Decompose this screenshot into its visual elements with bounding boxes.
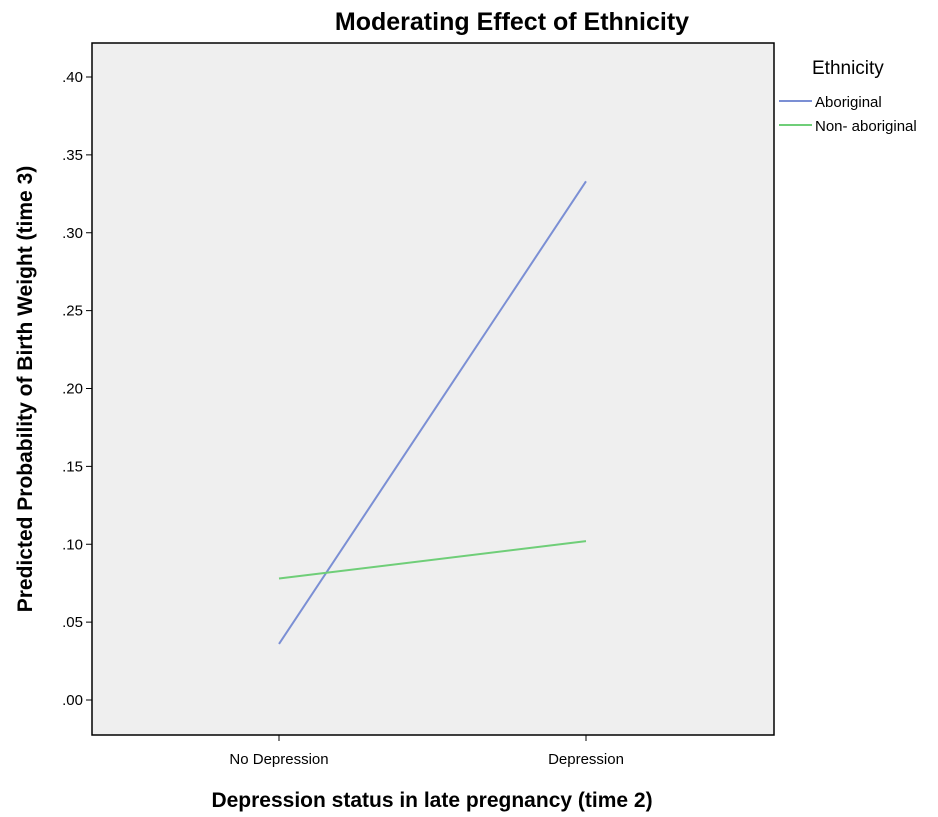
y-axis-title: Predicted Probability of Birth Weight (t… <box>14 166 37 613</box>
y-tick-label: .00 <box>62 692 83 709</box>
x-axis: No Depression Depression <box>229 735 624 768</box>
y-tick-label: .20 <box>62 381 83 398</box>
legend-title: Ethnicity <box>812 58 884 79</box>
legend-label: Non- aboriginal <box>815 118 917 135</box>
plot-area <box>91 42 775 736</box>
y-tick-label: .10 <box>62 536 83 553</box>
y-tick-label: .05 <box>62 614 83 631</box>
y-axis: .00 .05 .10 .15 .20 .25 .30 .35 .40 <box>62 69 92 709</box>
series-line <box>278 180 587 645</box>
x-tick-label: Depression <box>548 751 624 768</box>
x-axis-title: Depression status in late pregnancy (tim… <box>211 789 652 812</box>
legend-label: Aboriginal <box>815 94 882 111</box>
series-line <box>278 540 587 580</box>
y-tick-label: .15 <box>62 458 83 475</box>
chart-title: Moderating Effect of Ethnicity <box>335 8 689 36</box>
y-tick-label: .40 <box>62 69 83 86</box>
series-lines <box>278 180 587 645</box>
legend-items: Aboriginal Non- aboriginal <box>779 94 917 135</box>
x-tick-label: No Depression <box>229 751 328 768</box>
y-tick-label: .25 <box>62 303 83 320</box>
y-tick-label: .35 <box>62 147 83 164</box>
legend: Ethnicity Aboriginal Non- aboriginal <box>779 58 917 135</box>
y-tick-label: .30 <box>62 225 83 242</box>
